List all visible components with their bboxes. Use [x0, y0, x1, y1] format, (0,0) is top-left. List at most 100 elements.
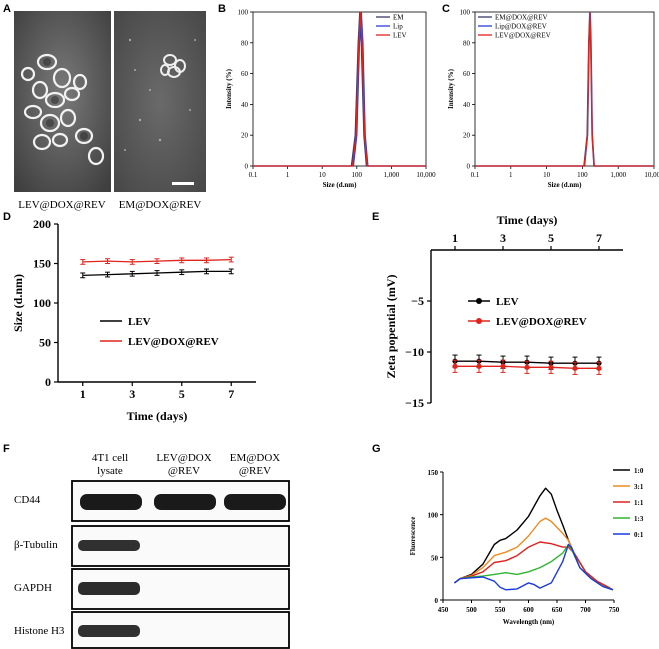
series-line-0 [253, 11, 426, 167]
panel-letter-e: E [372, 211, 379, 223]
y-tick-label: 80 [463, 39, 471, 47]
y-tick-label: 40 [463, 101, 471, 109]
y-tick-label: 60 [463, 70, 471, 78]
wb-band-histone-4t1 [78, 625, 140, 637]
x-tick-label: 1 [80, 387, 86, 401]
legend-marker [476, 298, 482, 304]
tem-caption-lev: LEV@DOX@REV [18, 199, 106, 211]
x-tick-label: 10 [319, 171, 327, 179]
data-point [500, 363, 506, 369]
legend-label: Lip [393, 23, 403, 31]
y-axis-title: Size (d.nm) [11, 274, 25, 332]
y-axis-title: Intensity (%) [447, 68, 455, 109]
legend-label: LEV [496, 296, 519, 308]
legend-label: LEV [128, 316, 151, 328]
x-tick-label: 10 [543, 171, 551, 179]
western-blot: 4T1 cell lysate LEV@DOX @REV EM@DOX @REV… [14, 452, 290, 649]
data-point [548, 364, 554, 370]
legend-label: LEV@DOX@REV [496, 316, 587, 328]
series-line-1 [253, 11, 426, 167]
x-axis-title: Wavelength (nm) [503, 618, 555, 626]
wb-column-em-line2: @REV [239, 465, 271, 477]
legend-label: EM@DOX@REV [495, 14, 548, 22]
wb-column-4t1-line2: lysate [97, 465, 123, 477]
x-tick-label: 3 [129, 387, 135, 401]
legend-label: LEV [393, 32, 407, 40]
wb-band-cd44-em [224, 494, 286, 510]
chart-d-size-stability: 1 3 5 7 0 50 100 150 200 Time (days) Size (d.nm) LE… [11, 217, 256, 423]
x-tick-label: 1,000 [384, 171, 400, 179]
y-axis-title: Intensity (%) [225, 68, 233, 109]
y-axis-title: Zeta popential (mV) [384, 275, 398, 379]
y-tick-label: 100 [428, 512, 439, 520]
x-tick-label: 700 [580, 606, 591, 614]
x-tick-label: 650 [552, 606, 563, 614]
x-tick-label: 500 [466, 606, 477, 614]
wb-row-cd44: CD44 [14, 494, 41, 506]
series-line-2 [453, 541, 614, 591]
tem-caption-em: EM@DOX@REV [119, 199, 202, 211]
chart-g-fluorescence: 450 500 550 600 650 700 750 0 50 100 150 Wavelength… [409, 467, 644, 626]
panel-letter-g: G [372, 443, 381, 455]
panel-letter-c: C [442, 3, 450, 15]
y-tick-label: −10 [405, 345, 424, 359]
wb-band-gapdh-4t1 [78, 582, 140, 595]
legend-label: 3:1 [634, 483, 644, 491]
data-point [596, 365, 602, 371]
y-tick-label: 150 [428, 469, 439, 477]
y-tick-label: 0 [245, 163, 249, 171]
x-tick-label: 5 [548, 231, 554, 245]
y-tick-label: 100 [238, 9, 249, 17]
y-axis-title: Fluorescence [409, 517, 417, 556]
x-tick-label: 10,000 [644, 171, 659, 179]
wb-column-lev-line1: LEV@DOX [156, 452, 211, 464]
y-tick-label: 100 [33, 296, 51, 310]
y-tick-label: 50 [431, 554, 439, 562]
legend-label: LEV@DOX@REV [495, 32, 551, 40]
y-tick-label: −15 [405, 396, 424, 410]
chart-c-size-distribution: 0.1 1 10 100 1,000 10,000 0 20 40 60 80 100 Size (d.… [447, 9, 659, 190]
y-tick-label: 0 [45, 375, 51, 389]
data-point [524, 364, 530, 370]
wb-band-cd44-lev [154, 494, 216, 510]
series-line-3 [453, 543, 614, 591]
legend-label: 1:3 [634, 515, 644, 523]
y-tick-label: 20 [463, 132, 471, 140]
x-axis-title: Size (d.nm) [323, 181, 358, 189]
wb-band-tubulin-4t1 [78, 540, 140, 551]
x-tick-label: 100 [577, 171, 588, 179]
wb-column-em-line1: EM@DOX [230, 452, 281, 464]
x-tick-label: 750 [609, 606, 620, 614]
y-tick-label: 150 [33, 257, 51, 271]
y-tick-label: 50 [39, 336, 51, 350]
y-tick-label: 100 [460, 9, 471, 17]
x-tick-label: 0.1 [471, 171, 480, 179]
x-axis-title: Time (days) [127, 409, 188, 423]
x-tick-label: 100 [352, 171, 363, 179]
x-tick-label: 1,000 [610, 171, 626, 179]
legend-marker [476, 318, 482, 324]
panel-letter-d: D [3, 211, 11, 223]
y-tick-label: 0 [435, 597, 439, 605]
data-point [452, 363, 458, 369]
panel-letter-a: A [3, 3, 11, 15]
x-tick-label: 7 [596, 231, 602, 245]
x-tick-label: 7 [228, 387, 234, 401]
scale-bar [172, 182, 194, 185]
y-tick-label: 200 [33, 217, 51, 231]
panel-letter-b: B [218, 3, 226, 15]
series-line-2 [475, 11, 654, 167]
series-line-4 [453, 543, 614, 591]
chart-b-size-distribution: 0.1 1 10 100 1,000 10,000 0 20 40 60 80 100 Size (d.… [225, 9, 436, 190]
y-tick-label: −5 [411, 294, 424, 308]
wb-row-beta-tubulin: β-Tubulin [14, 539, 58, 551]
series-line-1 [453, 517, 614, 591]
wb-row-histone-h3: Histone H3 [14, 625, 65, 637]
x-tick-label: 10,000 [416, 171, 436, 179]
legend-label: EM [393, 14, 404, 22]
x-tick-label: 600 [523, 606, 534, 614]
x-tick-label: 3 [500, 231, 506, 245]
y-tick-label: 40 [241, 101, 249, 109]
wb-column-lev-line2: @REV [168, 465, 200, 477]
